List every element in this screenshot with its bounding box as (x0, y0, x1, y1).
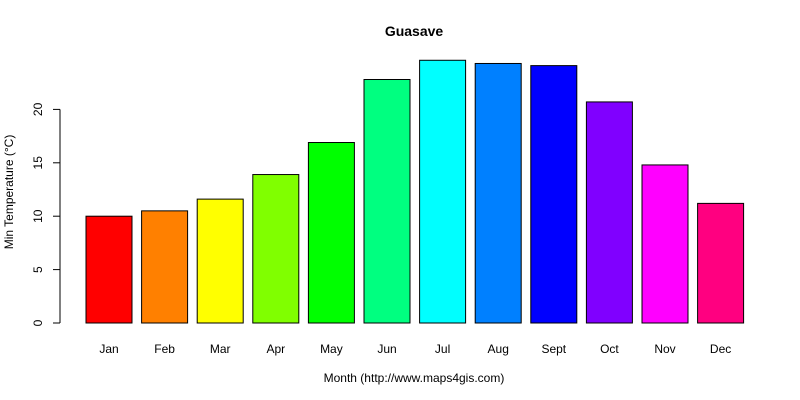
bar-aug (474, 62, 522, 324)
x-tick-label: Aug (488, 342, 509, 356)
bar-sept (530, 65, 578, 324)
y-tick-label: 10 (31, 209, 45, 223)
y-tick-label: 0 (31, 319, 45, 326)
x-tick-labels: Jan Feb Mar Apr May Jun Jul Aug Sept Oct Nov Dec (99, 342, 731, 356)
bar-dec (697, 202, 745, 324)
x-axis-label: Month (http://www.maps4gis.com) (324, 371, 505, 385)
x-tick-label: Apr (266, 342, 285, 356)
x-tick-label: Sept (541, 342, 566, 356)
y-axis: 0 5 10 15 20 (31, 102, 61, 326)
bar-apr (252, 174, 300, 324)
x-tick-label: May (320, 342, 343, 356)
y-tick-label: 20 (31, 102, 45, 116)
y-tick-label: 15 (31, 156, 45, 170)
chart-title: Guasave (385, 23, 444, 39)
x-tick-label: Dec (710, 342, 731, 356)
x-tick-label: Jun (377, 342, 396, 356)
x-tick-label: Oct (600, 342, 619, 356)
y-tick-label: 5 (31, 266, 45, 273)
x-tick-label: Jul (435, 342, 450, 356)
bar-jul (419, 59, 467, 324)
bar-jan (85, 215, 133, 324)
bar-may (307, 142, 355, 324)
x-tick-label: Feb (154, 342, 175, 356)
bar-feb (141, 210, 189, 324)
x-tick-label: Jan (99, 342, 118, 356)
y-axis-label: Min Temperature (°C) (2, 135, 16, 250)
bar-nov (641, 164, 689, 324)
bar-oct (585, 101, 633, 324)
x-tick-label: Mar (210, 342, 231, 356)
bars-group (85, 59, 745, 324)
bar-mar (196, 198, 244, 324)
bar-jun (363, 78, 411, 324)
x-tick-label: Nov (654, 342, 675, 356)
